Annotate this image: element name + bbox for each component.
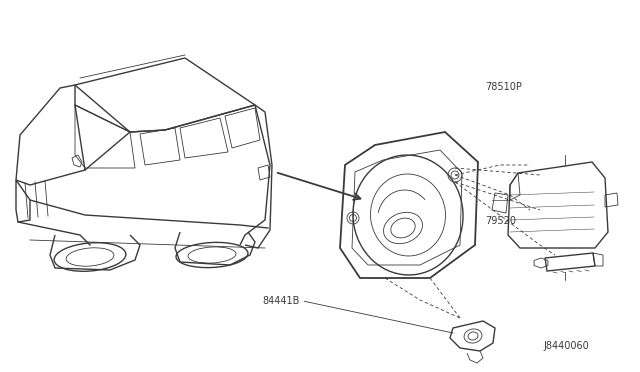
Text: J8440060: J8440060 (543, 341, 589, 351)
Text: 78510P: 78510P (485, 83, 522, 92)
Text: 79520: 79520 (485, 217, 516, 226)
Text: 84441B: 84441B (262, 296, 300, 306)
